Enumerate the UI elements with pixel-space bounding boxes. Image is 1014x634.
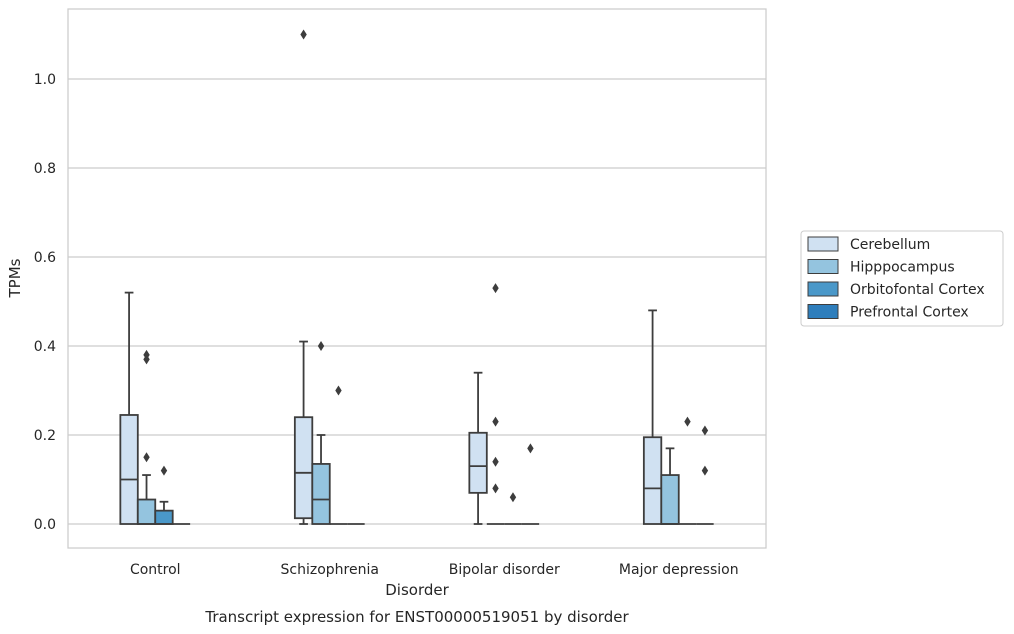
y-axis-ticks: 0.0 0.2 0.4 0.6 0.8 1.0 (34, 72, 56, 533)
box-hipppocampus (486, 283, 505, 525)
legend-swatch (807, 304, 839, 319)
outlier-point (143, 349, 150, 360)
y-tick-label: 0.0 (34, 517, 56, 533)
outlier-point (492, 416, 499, 427)
outlier-point (143, 452, 150, 463)
x-tick-label: Schizophrenia (281, 562, 379, 578)
box-cerebellum (119, 291, 139, 525)
box-cerebellum (642, 309, 663, 525)
box-orbitofontal-cortex (154, 465, 174, 525)
outlier-point (317, 341, 325, 351)
box-body (468, 431, 488, 494)
legend-swatch (807, 281, 839, 297)
y-tick-label: 0.8 (34, 161, 56, 177)
box-cerebellum (468, 371, 488, 525)
y-tick-label: 0.4 (34, 339, 56, 355)
figure-caption: Transcript expression for ENST0000051905… (204, 608, 629, 626)
outlier-point (160, 465, 168, 476)
legend-label: Hipppocampus (850, 260, 955, 276)
x-tick-label: Control (130, 562, 181, 578)
box-hipppocampus (136, 349, 157, 525)
box-orbitofontal-cortex (329, 385, 348, 525)
box-body (119, 414, 139, 525)
legend-label: Cerebellum (850, 237, 930, 253)
box-body (642, 436, 663, 525)
outlier-point (492, 483, 499, 494)
box-body (311, 463, 331, 525)
box-groups (119, 29, 714, 525)
outlier-point (701, 425, 709, 436)
box-orbitofontal-cortex (504, 492, 522, 525)
x-tick-label: Bipolar disorder (449, 562, 560, 578)
y-tick-label: 0.6 (34, 250, 56, 266)
y-axis-title: TPMs (6, 258, 24, 298)
legend: Cerebellum Hipppocampus Orbitofontal Corte… (800, 230, 1004, 327)
y-tick-label: 1.0 (34, 72, 56, 88)
box-body (136, 498, 157, 525)
legend-label: Orbitofontal Cortex (850, 282, 985, 298)
y-tick-label: 0.2 (34, 428, 56, 444)
box-body (154, 509, 174, 525)
outlier-point (335, 385, 342, 396)
x-tick-label: Major depression (619, 562, 739, 578)
box-body (660, 474, 680, 525)
outlier-point (527, 443, 534, 454)
box-orbitofontal-cortex (678, 416, 697, 525)
plot-frame (67, 8, 767, 549)
outlier-point (300, 29, 307, 40)
outlier-point (492, 456, 499, 467)
x-axis-title: Disorder (385, 581, 449, 599)
box-body (293, 416, 314, 520)
outlier-point (684, 416, 691, 427)
x-axis-ticks: Control Schizophrenia Bipolar disorder Majo… (130, 562, 739, 578)
outlier-point (701, 465, 709, 476)
box-prefrontal-cortex (696, 425, 714, 525)
legend-swatch (807, 236, 839, 252)
box-prefrontal-cortex (521, 443, 540, 525)
legend-swatch (807, 259, 839, 274)
outlier-point (509, 492, 517, 503)
box-hipppocampus (311, 341, 331, 525)
outlier-point (492, 283, 499, 294)
legend-label: Prefrontal Cortex (850, 305, 969, 321)
legend-frame (800, 230, 1004, 327)
box-hipppocampus (660, 447, 680, 525)
